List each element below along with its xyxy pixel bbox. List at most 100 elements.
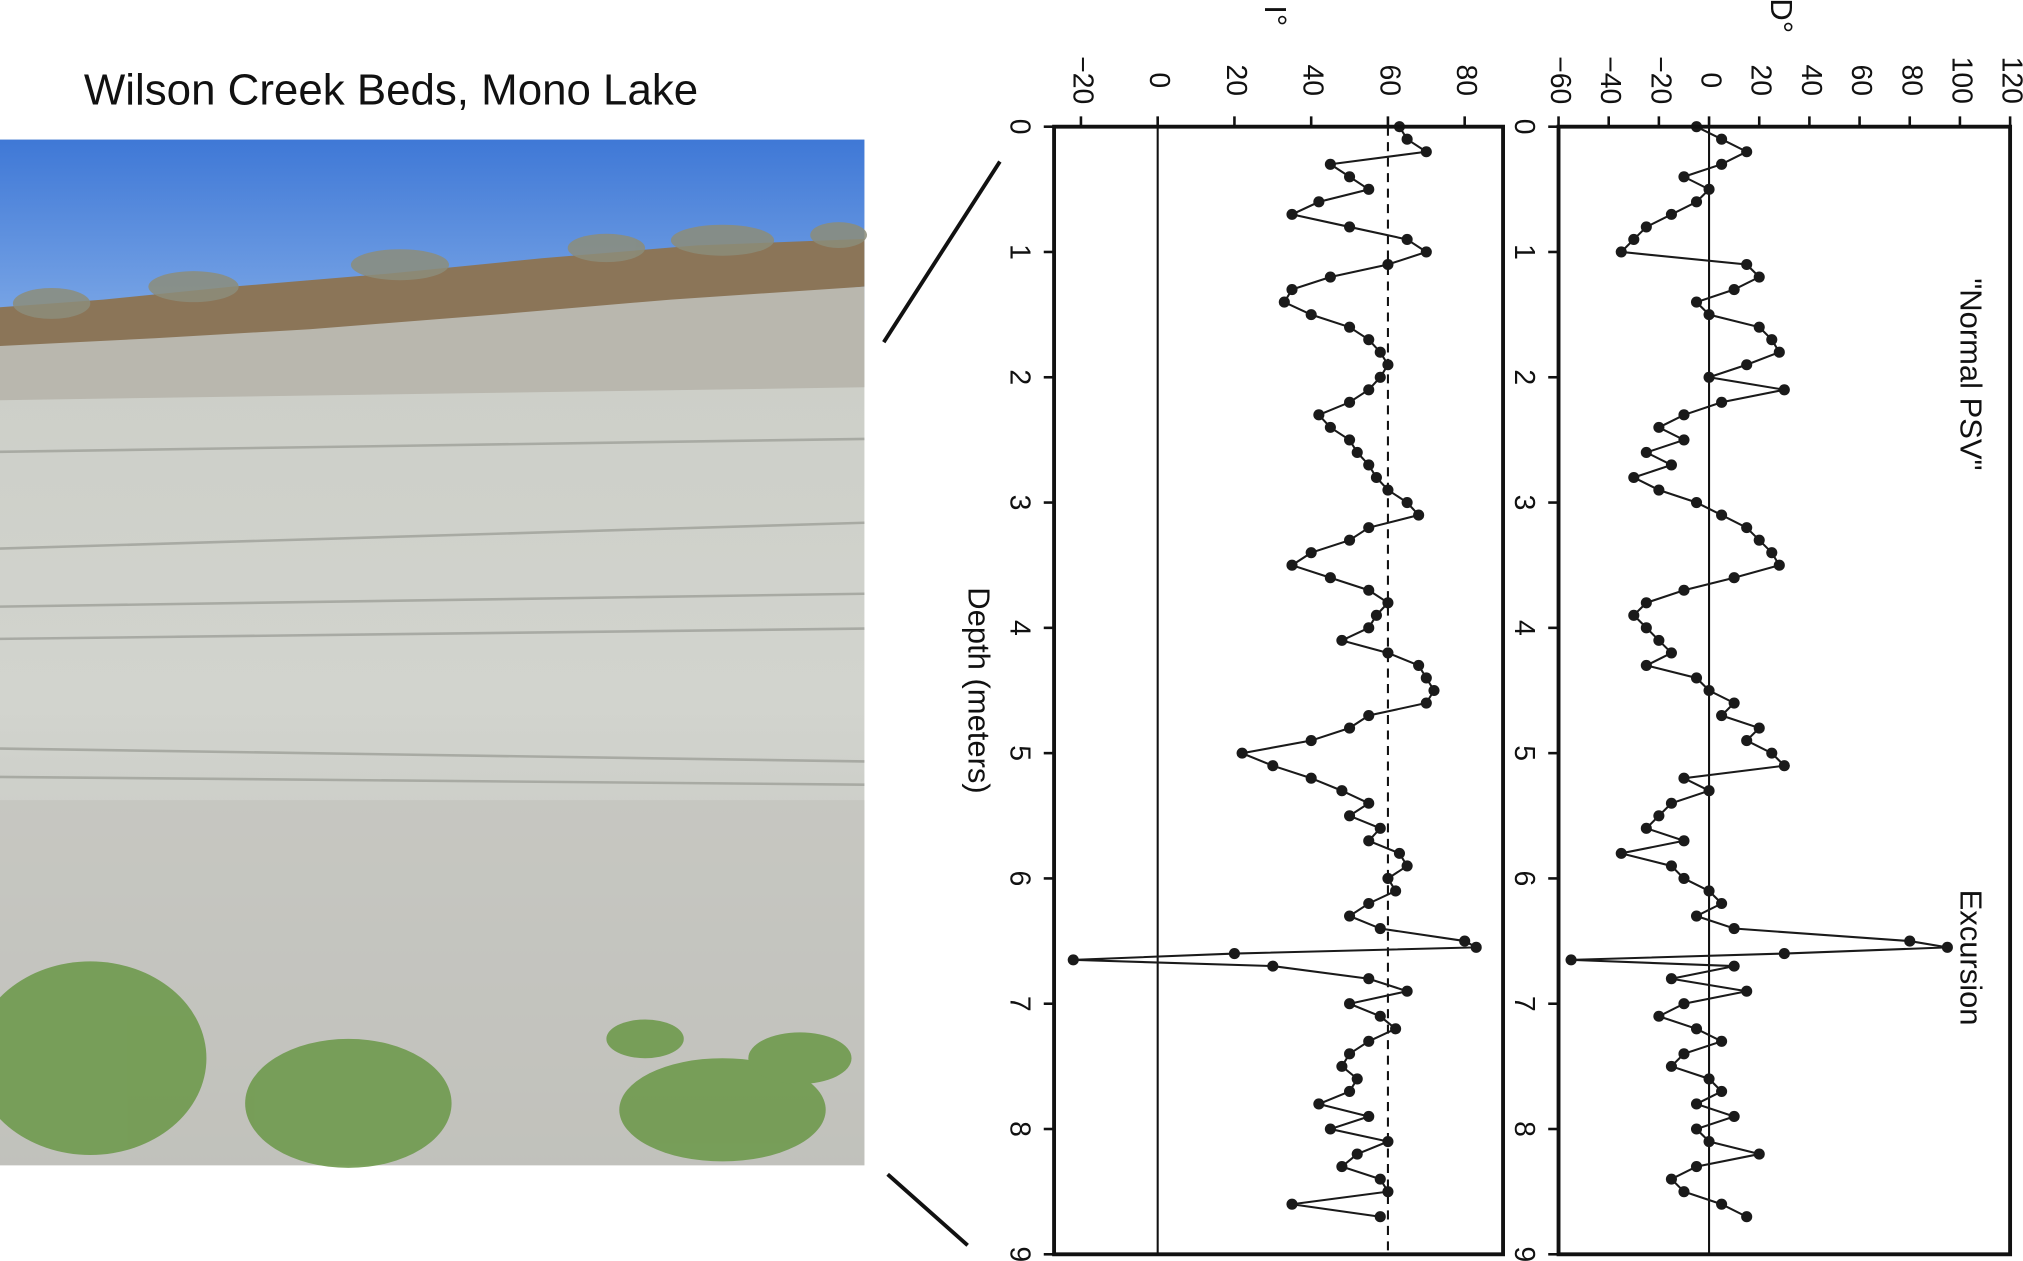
data-point	[1778, 384, 1790, 396]
data-point	[1690, 296, 1703, 308]
connector	[882, 160, 1002, 344]
data-point	[1390, 1023, 1402, 1035]
data-point	[1778, 760, 1790, 772]
data-point	[1565, 954, 1577, 966]
y-axis-title: D°	[1764, 0, 1799, 33]
annotation: "Normal PSV"	[1954, 278, 1989, 470]
data-point	[1370, 471, 1382, 484]
data-point	[1344, 534, 1356, 546]
data-point	[1716, 710, 1728, 722]
data-point	[1678, 998, 1690, 1010]
data-point	[1351, 1148, 1363, 1160]
data-point	[1420, 146, 1432, 158]
data-point	[1628, 233, 1640, 245]
x-tick-label: 6	[1003, 871, 1035, 887]
data-point	[1741, 522, 1753, 534]
data-point	[1336, 1161, 1348, 1173]
x-tick-label: 9	[1003, 1246, 1035, 1261]
data-point	[1363, 835, 1375, 847]
data-point	[1690, 1023, 1703, 1035]
data-point	[1728, 572, 1740, 584]
y-tick-label: 60	[1845, 64, 1877, 96]
data-point	[1716, 133, 1728, 145]
data-point	[1665, 973, 1677, 985]
photo	[0, 139, 867, 1168]
data-point	[1640, 221, 1652, 233]
data-point	[1363, 459, 1375, 471]
data-point	[1401, 860, 1413, 872]
data-point	[1773, 346, 1785, 358]
x-tick-label: 1	[1508, 244, 1540, 260]
data-point	[1628, 471, 1640, 484]
data-point	[1628, 609, 1640, 621]
data-point	[1773, 559, 1785, 571]
data-point	[1716, 158, 1728, 170]
data-point	[1678, 772, 1690, 784]
data-point	[1703, 1135, 1715, 1148]
data-point	[1374, 822, 1386, 834]
data-point	[1344, 221, 1356, 233]
data-point	[1344, 810, 1356, 822]
plot-frame	[1052, 124, 1505, 1257]
y-tick-label: 0	[1143, 72, 1175, 88]
data-point	[1690, 1098, 1703, 1110]
data-point	[1363, 584, 1375, 596]
x-axis-title: Depth (meters)	[961, 587, 996, 793]
x-tick-label: 8	[1508, 1121, 1540, 1137]
data-point	[1741, 985, 1753, 997]
data-point	[1665, 797, 1677, 809]
data-point	[1305, 772, 1317, 784]
plot-frame	[1556, 124, 2013, 1257]
data-point	[1741, 1211, 1753, 1223]
data-point	[1640, 622, 1652, 634]
data-point	[1351, 1073, 1363, 1085]
data-point	[1615, 847, 1627, 859]
x-tick-label: 0	[1003, 119, 1035, 135]
data-point	[1653, 810, 1665, 822]
data-point	[1766, 747, 1778, 759]
data-point	[1716, 396, 1728, 408]
data-point	[1374, 922, 1386, 935]
x-tick-label: 4	[1003, 620, 1035, 636]
data-point	[1459, 935, 1471, 947]
data-point	[1703, 785, 1715, 797]
data-point	[1703, 183, 1715, 195]
data-point	[1324, 271, 1336, 283]
data-point	[1703, 371, 1715, 383]
data-point	[1678, 1186, 1690, 1198]
data-point	[1344, 434, 1356, 446]
data-point	[1640, 446, 1652, 458]
data-point	[1716, 1085, 1728, 1097]
photo-title: Wilson Creek Beds, Mono Lake	[84, 66, 698, 115]
data-point	[1678, 872, 1690, 884]
y-tick-label: −40	[1594, 56, 1626, 104]
x-tick-label: 5	[1003, 745, 1035, 761]
data-point	[1374, 1173, 1386, 1185]
data-point	[1753, 534, 1765, 546]
data-point	[1741, 146, 1753, 158]
y-tick-label: 20	[1220, 64, 1252, 96]
data-point	[1766, 334, 1778, 346]
data-point	[1363, 1035, 1375, 1047]
data-point	[1703, 684, 1715, 697]
data-point	[1278, 296, 1290, 308]
data-point	[1716, 509, 1728, 521]
data-point	[1267, 760, 1279, 772]
data-point	[1678, 1048, 1690, 1060]
data-point	[1313, 196, 1325, 208]
data-point	[1690, 910, 1703, 922]
data-point	[1228, 948, 1240, 960]
data-point	[1665, 1173, 1677, 1185]
data-point	[1370, 609, 1382, 621]
data-point	[1267, 960, 1279, 972]
y-tick-label: 80	[1895, 64, 1927, 96]
data-point	[1336, 785, 1348, 797]
data-point	[1728, 284, 1740, 296]
data-point	[1401, 985, 1413, 997]
data-point	[1363, 973, 1375, 985]
x-tick-label: 1	[1003, 244, 1035, 260]
data-point	[1428, 684, 1440, 697]
data-point	[1363, 710, 1375, 722]
data-point	[1741, 258, 1753, 271]
